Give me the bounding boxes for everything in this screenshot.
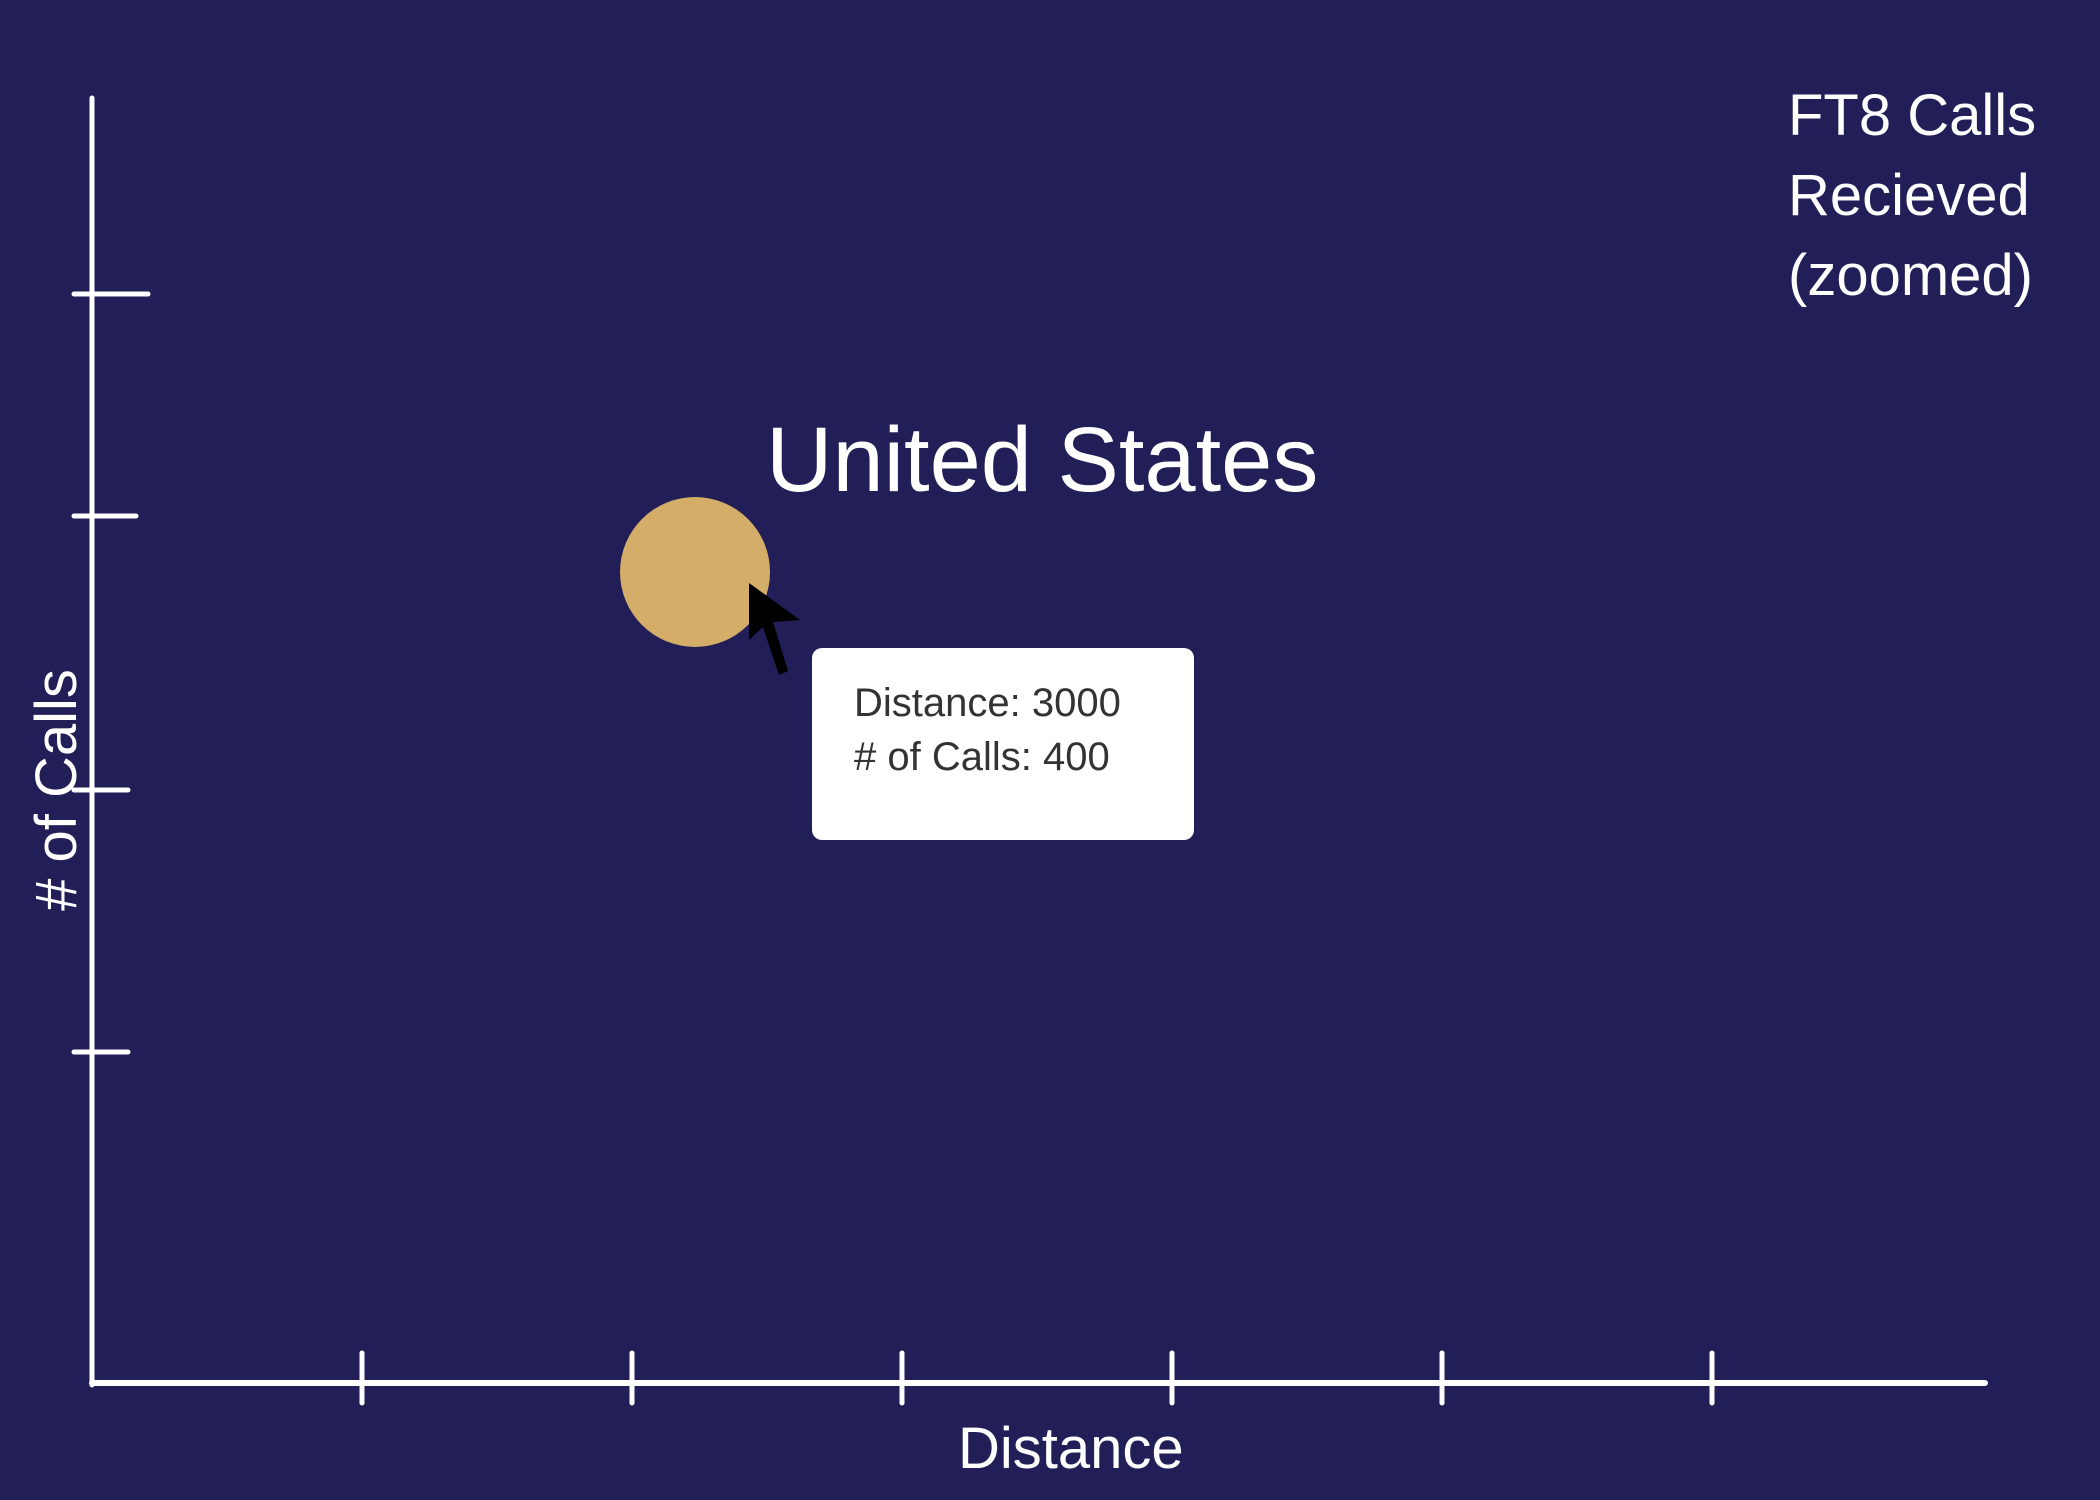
x-axis-label: Distance [958,1416,1184,1481]
y-ticks [71,291,151,1055]
data-point-united-states[interactable] [620,497,770,647]
chart-title-line-3: (zoomed) [1788,243,2033,308]
chart-title-line-1: FT8 Calls [1788,83,2037,148]
tooltip-calls: # of Calls: 400 [854,735,1110,779]
mouse-pointer-icon [749,583,800,675]
x-ticks [359,1350,1715,1406]
chart-title-line-2: Recieved [1788,163,2030,228]
y-axis-label: # of Calls [24,669,89,911]
tooltip-distance: Distance: 3000 [854,681,1121,725]
point-label-united-states: United States [766,409,1319,511]
data-points [620,497,770,647]
chart-title: FT8 Calls Recieved (zoomed) [1788,76,2088,316]
data-tooltip: Distance: 3000 # of Calls: 400 [812,648,1194,840]
